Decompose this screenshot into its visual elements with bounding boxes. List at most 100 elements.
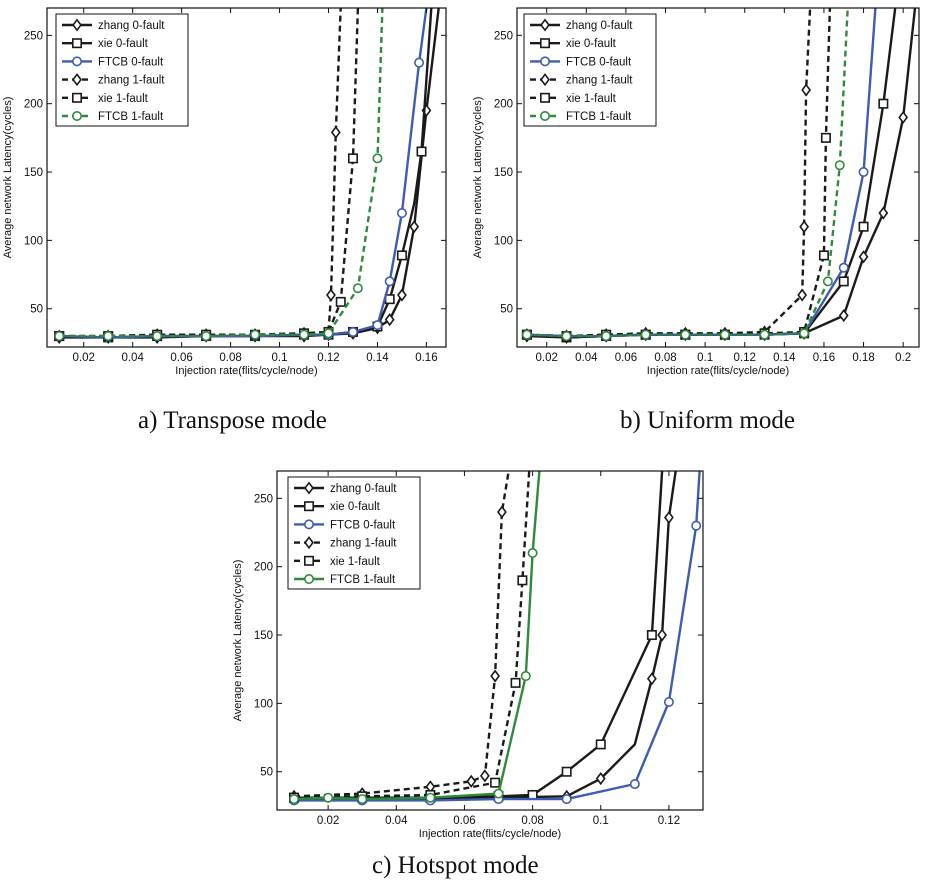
ftcb-1-fault-marker-circle — [425, 792, 436, 803]
x-tick-label: 0.06 — [453, 815, 475, 827]
x-tick-label: 0.04 — [121, 352, 144, 364]
legend-item-ftcb-1-fault: FTCB 1-fault — [530, 111, 632, 123]
x-tick-label: 0.14 — [773, 352, 796, 364]
legend-label-xie-1-fault: xie 1-fault — [98, 93, 149, 105]
series-line-ftcb-0-fault — [294, 471, 701, 802]
legend-item-zhang-0-fault: zhang 0-fault — [530, 18, 633, 32]
x-tick-label: 0.08 — [654, 352, 676, 364]
zhang-0-fault-marker-diamond — [664, 510, 674, 525]
legend-item-ftcb-1-fault: FTCB 1-fault — [294, 574, 396, 586]
legend-ftcb-0-fault-marker-circle — [72, 56, 83, 67]
legend-item-zhang-1-fault: zhang 1-fault — [294, 536, 397, 550]
legend-ftcb-0-fault-marker-circle — [304, 519, 315, 530]
y-tick-label: 100 — [24, 235, 43, 247]
series-zhang-1-fault — [289, 471, 510, 803]
y-tick-label: 150 — [24, 167, 43, 179]
legend-label-ftcb-1-fault: FTCB 1-fault — [330, 574, 396, 586]
x-axis-label: Injection rate(flits/cycle/node) — [175, 365, 317, 377]
y-tick-label: 100 — [494, 235, 513, 247]
chart-hotspot: 0.02 0.04 0.06 0.08 0.1 0.12 50 100 150 200 250 Inj… — [232, 470, 704, 840]
legend-box — [523, 13, 657, 127]
y-tick-label: 200 — [24, 99, 43, 111]
xie-0-fault-marker-square — [561, 766, 572, 777]
x-tick-label: 0.02 — [536, 352, 558, 364]
ftcb-1-fault-marker-circle — [323, 328, 334, 339]
legend-zhang-0-fault-marker-diamond — [540, 18, 550, 32]
xie-1-fault-marker-square — [347, 153, 358, 164]
caption-hotspot: c) Hotspot mode — [372, 852, 539, 879]
ftcb-1-fault-marker-circle — [527, 548, 538, 559]
legend-item-xie-1-fault: xie 1-fault — [294, 556, 381, 568]
ftcb-1-fault-marker-circle — [299, 329, 310, 340]
legend-item-zhang-0-fault: zhang 0-fault — [62, 18, 165, 32]
caption-uniform: b) Uniform mode — [620, 407, 795, 434]
ftcb-1-fault-marker-circle — [521, 329, 532, 340]
chart-uniform: 0.02 0.04 0.06 0.08 0.1 0.12 0.14 0.16 0.18 0.2 50… — [472, 7, 920, 377]
series-line-xie-1-fault — [293, 471, 531, 799]
ftcb-1-fault-marker-circle — [201, 331, 212, 342]
ftcb-0-fault-marker-circle — [372, 320, 383, 331]
x-tick-label: 0.08 — [521, 815, 543, 827]
legend-item-xie-1-fault: xie 1-fault — [62, 92, 149, 105]
legend-zhang-1-fault-marker-diamond — [540, 73, 550, 87]
series-ftcb-1-fault — [54, 8, 384, 342]
ftcb-1-fault-marker-circle — [352, 283, 363, 294]
ftcb-0-fault-marker-circle — [561, 794, 572, 805]
xie-0-fault-marker-square — [878, 98, 889, 109]
legend-label-ftcb-0-fault: FTCB 0-fault — [98, 56, 164, 68]
legend-label-zhang-1-fault: zhang 1-fault — [330, 538, 397, 550]
ftcb-0-fault-marker-circle — [629, 779, 640, 790]
legend-ftcb-1-fault-marker-circle — [72, 111, 83, 122]
zhang-1-fault-marker-diamond — [497, 505, 507, 519]
x-tick-label: 0.1 — [272, 352, 288, 364]
zhang-1-fault-marker-diamond — [797, 288, 808, 302]
x-tick-label: 0.12 — [317, 352, 339, 364]
series-line-ftcb-0-fault — [59, 8, 428, 339]
y-axis-label: Average network Latency(cycles) — [2, 97, 14, 259]
y-tick-label: 250 — [254, 493, 273, 505]
ftcb-1-fault-marker-circle — [561, 331, 572, 342]
xie-0-fault-marker-square — [595, 739, 606, 750]
series-ftcb-1-fault — [289, 471, 541, 805]
x-tick-label: 0.12 — [658, 815, 680, 827]
zhang-0-fault-marker-diamond — [898, 110, 909, 124]
axes-frame — [516, 7, 920, 348]
ftcb-1-fault-marker-circle — [601, 331, 612, 342]
x-tick-label: 0.14 — [366, 352, 389, 364]
legend-xie-0-fault-marker-square — [72, 38, 83, 49]
xie-0-fault-marker-square — [416, 146, 427, 157]
zhang-0-fault-marker-diamond — [838, 309, 849, 323]
ftcb-1-fault-marker-circle — [250, 329, 261, 340]
x-tick-label: 0.1 — [593, 815, 609, 827]
legend-item-ftcb-1-fault: FTCB 1-fault — [62, 111, 164, 123]
ftcb-0-fault-marker-circle — [838, 262, 849, 273]
xie-0-fault-marker-square — [396, 250, 407, 261]
legend-item-zhang-1-fault: zhang 1-fault — [530, 73, 633, 87]
legend-label-xie-0-fault: xie 0-fault — [566, 38, 617, 50]
legend-item-zhang-1-fault: zhang 1-fault — [62, 73, 165, 87]
xie-1-fault-marker-square — [818, 250, 829, 261]
legend-xie-0-fault-marker-square — [304, 501, 315, 512]
ftcb-1-fault-marker-circle — [719, 329, 730, 340]
x-tick-label: 0.08 — [219, 352, 241, 364]
legend-item-xie-0-fault: xie 0-fault — [62, 38, 149, 50]
zhang-0-fault-marker-diamond — [878, 206, 889, 220]
x-tick-label: 0.16 — [415, 352, 437, 364]
series-ftcb-1-fault — [521, 8, 849, 342]
ftcb-0-fault-marker-circle — [414, 57, 425, 68]
xie-0-fault-marker-square — [858, 221, 869, 232]
ftcb-0-fault-marker-circle — [396, 208, 407, 219]
legend-ftcb-1-fault-marker-circle — [304, 574, 315, 585]
x-tick-label: 0.02 — [317, 815, 339, 827]
y-axis-label: Average network Latency(cycles) — [472, 97, 484, 259]
ftcb-1-fault-marker-circle — [54, 331, 65, 342]
ftcb-0-fault-marker-circle — [691, 520, 702, 531]
zhang-0-fault-marker-diamond — [409, 220, 420, 234]
y-tick-label: 50 — [260, 767, 273, 779]
legend: zhang 0-fault xie 0-fault FTCB 0-fault zhan… — [55, 13, 189, 127]
chart-transpose: 0.02 0.04 0.06 0.08 0.1 0.12 0.14 0.16 50 100 150 2… — [2, 7, 447, 377]
x-tick-label: 0.1 — [697, 352, 713, 364]
x-axis-label: Injection rate(flits/cycle/node) — [647, 365, 789, 377]
zhang-1-fault-marker-diamond — [326, 288, 336, 302]
